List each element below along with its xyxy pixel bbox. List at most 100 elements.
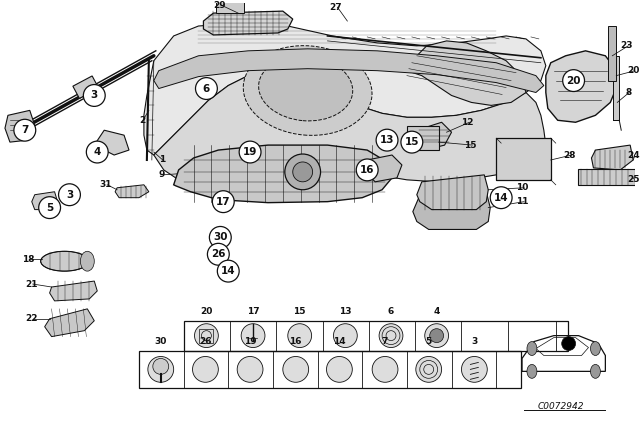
Text: 5: 5 (426, 336, 432, 345)
Bar (407, 126, 438, 150)
Polygon shape (413, 192, 490, 229)
Bar (577, 169, 635, 185)
Text: 7: 7 (21, 125, 29, 135)
Text: 21: 21 (25, 280, 37, 289)
Bar (200, 329, 213, 343)
Circle shape (38, 197, 61, 219)
Polygon shape (204, 11, 292, 35)
Text: 30: 30 (213, 233, 228, 242)
Circle shape (292, 162, 312, 182)
Circle shape (148, 357, 173, 382)
Circle shape (376, 129, 398, 151)
Text: 19: 19 (243, 147, 257, 157)
Text: 20: 20 (627, 66, 639, 75)
Text: 12: 12 (461, 118, 474, 127)
Text: 15: 15 (404, 137, 419, 147)
Polygon shape (32, 192, 58, 210)
Text: 10: 10 (516, 183, 529, 192)
Circle shape (356, 159, 378, 181)
Circle shape (86, 141, 108, 163)
Text: 9: 9 (159, 170, 165, 179)
Text: 7: 7 (382, 336, 388, 345)
Circle shape (58, 184, 81, 206)
Polygon shape (546, 51, 617, 122)
Text: 30: 30 (155, 336, 167, 345)
Text: 5: 5 (46, 202, 53, 213)
Text: 14: 14 (494, 193, 508, 202)
Bar (496, 138, 551, 180)
Polygon shape (5, 110, 35, 142)
Ellipse shape (527, 341, 537, 355)
Text: C0072942: C0072942 (538, 401, 584, 411)
Ellipse shape (243, 46, 372, 135)
Circle shape (237, 357, 263, 382)
Circle shape (218, 260, 239, 282)
Text: 28: 28 (564, 151, 576, 159)
Polygon shape (407, 41, 526, 105)
Polygon shape (144, 23, 546, 155)
Polygon shape (115, 185, 149, 198)
Circle shape (241, 324, 265, 348)
Ellipse shape (591, 364, 600, 378)
Circle shape (195, 324, 218, 348)
Text: 16: 16 (289, 336, 302, 345)
Circle shape (283, 357, 308, 382)
Text: 18: 18 (22, 255, 35, 264)
Polygon shape (154, 71, 546, 185)
Text: 17: 17 (216, 197, 230, 207)
Polygon shape (50, 281, 97, 301)
Text: 1: 1 (159, 155, 165, 164)
Ellipse shape (41, 251, 88, 271)
Bar (496, 138, 551, 180)
Text: 3: 3 (91, 90, 98, 100)
Text: 3: 3 (471, 336, 477, 345)
Text: 31: 31 (99, 180, 112, 190)
Circle shape (429, 329, 444, 343)
Circle shape (425, 324, 449, 348)
Text: 2: 2 (139, 116, 145, 125)
Circle shape (207, 243, 229, 265)
Text: 8: 8 (625, 88, 632, 97)
Text: 3: 3 (66, 190, 73, 200)
Text: 4: 4 (433, 307, 440, 316)
Text: 24: 24 (627, 151, 640, 159)
Ellipse shape (591, 341, 600, 355)
Text: 25: 25 (627, 175, 640, 184)
Text: 6: 6 (388, 307, 394, 316)
Polygon shape (417, 175, 488, 210)
Text: 6: 6 (203, 83, 210, 94)
Text: 27: 27 (330, 3, 342, 12)
Text: 16: 16 (360, 165, 374, 175)
Ellipse shape (81, 251, 94, 271)
Circle shape (239, 141, 261, 163)
Circle shape (285, 154, 321, 190)
Text: 23: 23 (620, 41, 633, 50)
Polygon shape (365, 155, 402, 182)
Text: 14: 14 (333, 336, 346, 345)
Bar (609, 26, 616, 81)
Bar (73, 76, 99, 99)
Polygon shape (45, 309, 94, 336)
Circle shape (461, 357, 487, 382)
Text: 20: 20 (566, 76, 581, 86)
Text: 26: 26 (211, 249, 225, 259)
Circle shape (83, 85, 105, 106)
Circle shape (563, 70, 584, 91)
Circle shape (326, 357, 352, 382)
Circle shape (153, 358, 169, 375)
Text: 22: 22 (25, 314, 37, 323)
Circle shape (490, 187, 512, 209)
Circle shape (372, 357, 398, 382)
Text: 14: 14 (221, 266, 236, 276)
Bar (139, 350, 521, 388)
Circle shape (195, 78, 218, 99)
Text: 15: 15 (294, 307, 306, 316)
Polygon shape (173, 145, 392, 202)
Text: 11: 11 (516, 197, 529, 206)
Circle shape (333, 324, 357, 348)
Circle shape (14, 119, 36, 141)
Polygon shape (154, 49, 544, 92)
Bar (613, 56, 620, 120)
Polygon shape (94, 130, 129, 155)
Circle shape (288, 324, 312, 348)
